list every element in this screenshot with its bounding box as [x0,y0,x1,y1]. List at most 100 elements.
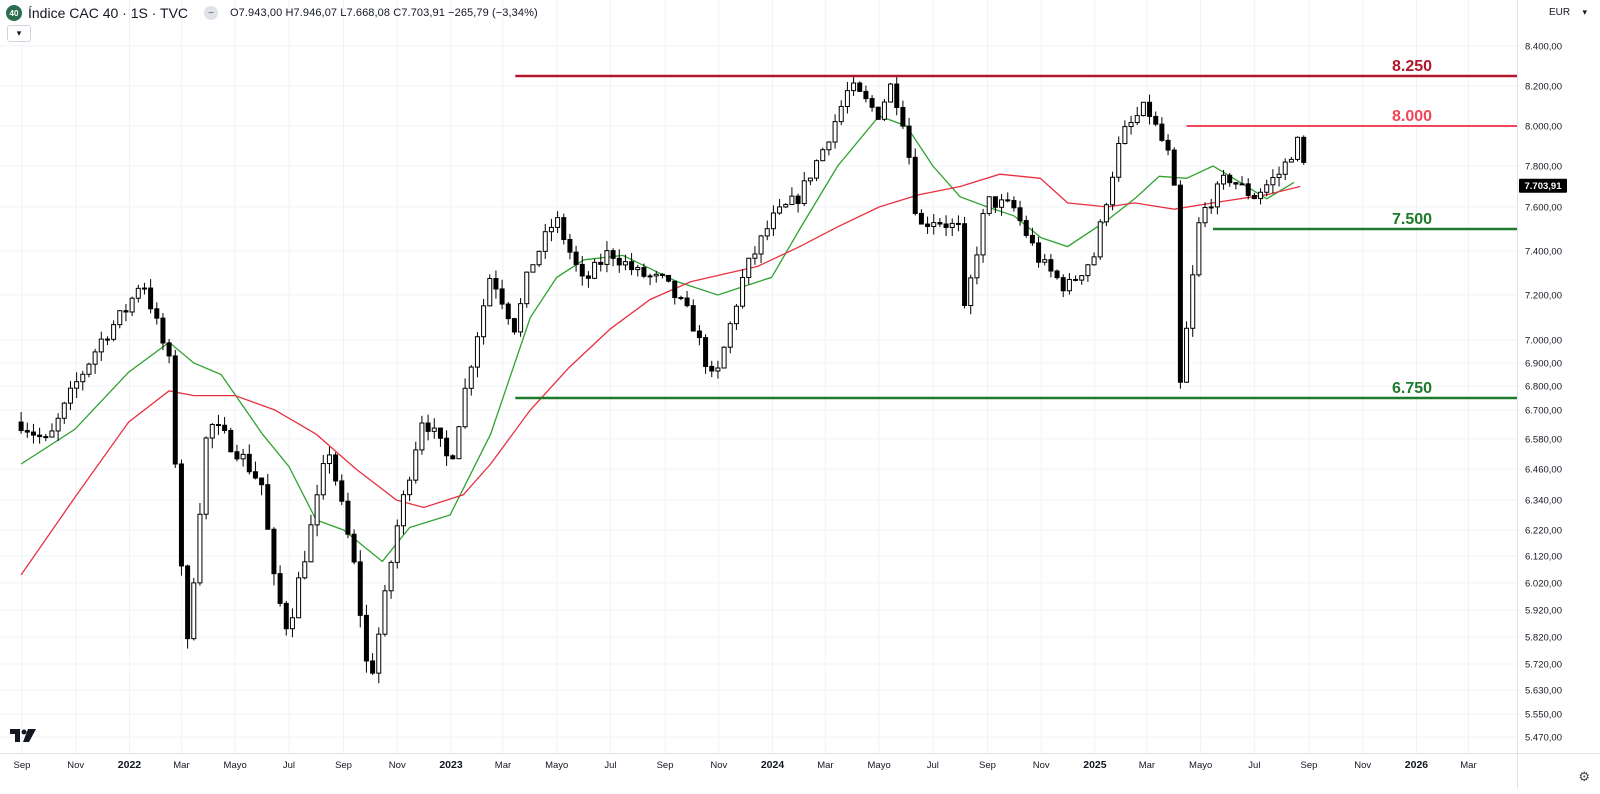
time-axis-label: 2024 [761,759,785,771]
candle-body-up [481,305,487,338]
candle [925,216,931,234]
candle [561,213,567,245]
tradingview-logo[interactable] [10,729,36,743]
candle [154,302,160,325]
candle-body-down [709,365,715,372]
candle [733,303,739,330]
candle-body-down [166,342,172,357]
candle-body-down [906,125,912,158]
candle-body-up [191,582,197,640]
candle-body-up [320,463,326,496]
candle [703,334,709,374]
candle-body-down [43,436,49,439]
candle [240,448,246,467]
time-axis-label: Sep [335,760,352,771]
minus-icon[interactable]: − [204,6,219,20]
candle [228,427,234,453]
candle-body-down [894,83,900,108]
candle-body-up [117,310,123,326]
candle [104,336,110,346]
time-axis-label: Mar [495,760,511,771]
candle-body-down [178,463,184,567]
candle [493,270,499,299]
candle-body-up [980,212,986,256]
candle-body-up [1282,161,1288,175]
candle-body-up [431,427,437,432]
candle-body-up [98,338,104,353]
time-axis-label: Sep [979,760,996,771]
gear-icon[interactable]: ⚙ [1578,769,1590,784]
candle [333,452,339,486]
candle [758,234,764,264]
candle [783,203,789,209]
price-axis-label: 7.400,00 [1525,247,1562,258]
candle [1276,166,1282,187]
time-axis-label: 2026 [1405,759,1429,771]
candle [425,414,431,441]
candle [844,81,850,114]
candle-body-down [1036,242,1042,263]
candle [259,477,265,496]
symbol-title[interactable]: Índice CAC 40 · 1S · TVC [28,5,189,21]
candle-body-up [530,264,536,273]
candle [629,253,635,276]
candle-body-up [1103,204,1109,223]
candle [659,273,665,279]
candle-body-up [289,617,295,630]
candle-body-down [875,106,881,120]
candle [1079,275,1085,285]
chart-legend: 40 Índice CAC 40 · 1S · TVC − O7.943,00 … [6,4,538,22]
candle [1073,275,1079,282]
candle-body-down [271,528,277,575]
candle [456,425,462,460]
candle-body-up [1239,183,1245,186]
candle-body-up [647,275,653,278]
candle [49,423,55,438]
candle-body-up [388,561,394,592]
candle [160,313,166,351]
candle-body-down [148,287,154,310]
candle-body-down [1023,220,1029,236]
candle-body-up [1202,206,1208,224]
candle-body-down [222,424,228,431]
collapse-legend-button[interactable]: ▾ [7,25,31,42]
candle-body-down [666,274,672,282]
candle [80,370,86,391]
candle-body-down [1165,139,1171,151]
candle-body-down [678,297,684,300]
last-price-tag [1519,178,1567,193]
candle-body-up [141,287,147,290]
candle-body-down [283,602,289,630]
candle [1128,115,1134,135]
time-axis-label: 2025 [1083,759,1107,771]
candle [363,604,369,673]
candle-body-down [1301,136,1307,163]
candle-body-up [518,303,524,333]
candle-body-up [986,196,992,214]
candle [382,584,388,637]
candle-body-down [616,257,622,266]
candle-body-down [561,217,567,241]
price-axis-label: 5.920,00 [1525,606,1562,617]
candle-body-up [407,479,413,496]
candle [579,256,585,286]
candle-body-down [333,454,339,482]
candle [351,529,357,565]
price-axis-label: 5.550,00 [1525,710,1562,721]
symbol-badge[interactable]: 40 [6,5,22,21]
candle [92,348,98,374]
candle [1134,106,1140,126]
candle-body-up [456,426,462,460]
currency-selector[interactable]: EUR ▾ [1545,3,1591,21]
time-axis-label: Jul [1248,760,1260,771]
candle [1177,180,1183,389]
sma-20-line [20,115,1295,563]
level-label: 6.750 [1392,380,1432,397]
time-axis-label: Jul [927,760,939,771]
candle [1301,135,1307,165]
candle [1239,176,1245,186]
candle-body-down [573,251,579,265]
candle [962,216,968,309]
